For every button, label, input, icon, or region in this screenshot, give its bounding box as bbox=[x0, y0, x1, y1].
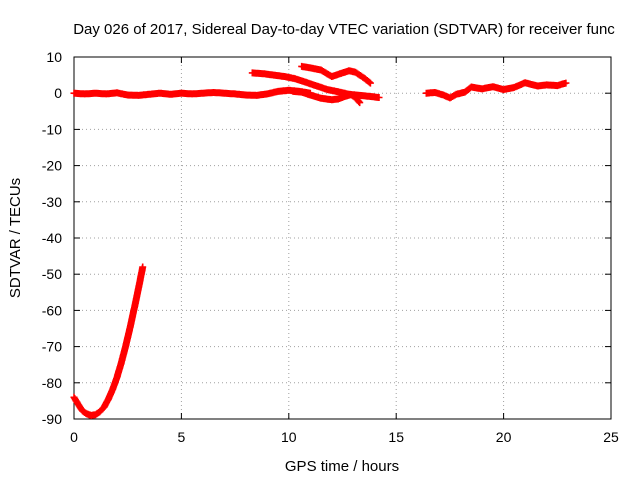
series-track-a bbox=[70, 86, 314, 99]
series-track-f bbox=[422, 79, 570, 102]
y-tick-label: -90 bbox=[42, 411, 62, 427]
y-tick-label: -70 bbox=[42, 339, 62, 355]
x-tick-label: 20 bbox=[496, 429, 512, 445]
y-tick-label: -20 bbox=[42, 158, 62, 174]
y-tick-label: 10 bbox=[46, 49, 62, 65]
series-markers bbox=[70, 86, 314, 99]
axis-ticks: 0 5 10 15 20 25 10 0 -10 -20 -30 -40 -50 -60 -70 -80 -90 bbox=[42, 49, 619, 445]
y-tick-label: -40 bbox=[42, 230, 62, 246]
y-tick-label: 0 bbox=[54, 85, 62, 101]
x-tick-label: 0 bbox=[70, 429, 78, 445]
y-tick-label: -50 bbox=[42, 266, 62, 282]
series-track-d bbox=[298, 62, 374, 87]
y-tick-label: -60 bbox=[42, 302, 62, 318]
x-tick-label: 5 bbox=[178, 429, 186, 445]
y-axis-label: SDTVAR / TECUs bbox=[7, 178, 24, 298]
data-series bbox=[70, 62, 570, 419]
x-tick-label: 25 bbox=[603, 429, 619, 445]
x-tick-label: 10 bbox=[281, 429, 297, 445]
x-axis-label: GPS time / hours bbox=[285, 458, 399, 475]
series-track-b bbox=[70, 263, 147, 419]
grid-lines bbox=[74, 57, 611, 419]
y-tick-label: -80 bbox=[42, 375, 62, 391]
y-tick-label: -30 bbox=[42, 194, 62, 210]
chart-title: Day 026 of 2017, Sidereal Day-to-day VTE… bbox=[73, 21, 615, 38]
series-markers bbox=[422, 79, 570, 102]
series-markers bbox=[70, 263, 147, 419]
x-tick-label: 15 bbox=[388, 429, 404, 445]
y-tick-label: -10 bbox=[42, 121, 62, 137]
series-track-e bbox=[289, 87, 364, 107]
